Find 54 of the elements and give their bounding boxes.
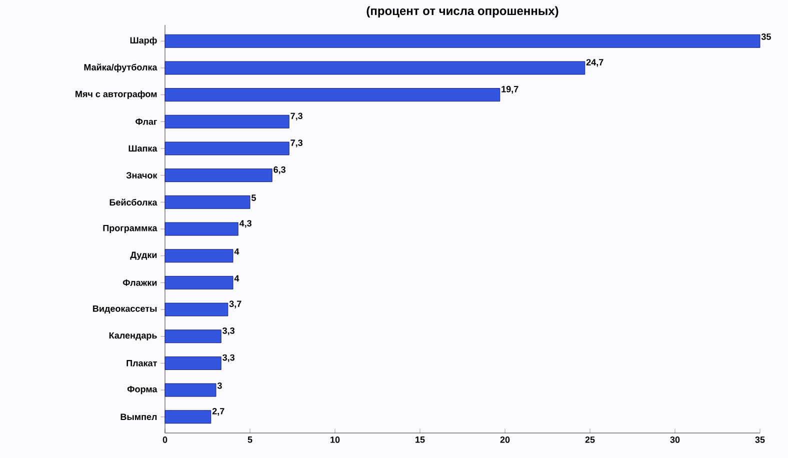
bar	[164, 34, 760, 48]
x-tick-label: 25	[585, 436, 595, 443]
chart-title: (процент от числа опрошенных)	[366, 6, 558, 18]
y-tick-label: Флаг	[136, 118, 157, 125]
data-label: 2,7	[212, 408, 224, 416]
x-tick-label: 15	[416, 436, 425, 443]
y-tick-label: Бейсболка	[110, 198, 158, 206]
data-label: 3	[217, 382, 222, 389]
y-tick-label: Дудки	[130, 252, 157, 260]
x-tick-label: 10	[330, 436, 340, 443]
data-label: 4	[234, 248, 240, 255]
bar	[164, 195, 250, 209]
data-label: 7,3	[290, 140, 302, 148]
data-label: 3,3	[222, 327, 234, 336]
x-tick-label: 20	[500, 436, 510, 443]
data-label: 4,3	[239, 220, 252, 228]
data-label: 7,3	[290, 112, 302, 120]
bar	[164, 222, 238, 236]
bar	[164, 383, 216, 397]
bar	[164, 330, 222, 344]
y-tick-label: Шарф	[130, 36, 157, 46]
y-tick-label: Плакат	[126, 360, 157, 366]
x-tick-label: 35	[755, 436, 765, 443]
y-tick-label: Майка/футболка	[84, 64, 158, 72]
x-tick-label: 0	[162, 436, 168, 443]
y-tick-label: Мяч с автографом	[76, 90, 157, 99]
y-tick-label: Видеокассеты	[93, 306, 157, 314]
bar	[164, 302, 228, 316]
bar	[164, 142, 290, 156]
y-tick-label: Вымпел	[120, 414, 157, 420]
bar	[164, 168, 272, 182]
data-label: 24,7	[586, 59, 604, 67]
data-label: 5	[251, 194, 256, 201]
data-label: 6,3	[274, 166, 286, 174]
data-label: 35	[761, 34, 771, 40]
data-label: 4	[234, 275, 240, 282]
x-tick-label: 5	[248, 436, 252, 443]
bar	[164, 276, 234, 290]
data-label: 3,3	[222, 354, 234, 362]
y-tick-label: Значок	[126, 172, 158, 179]
bar	[164, 114, 290, 128]
data-label: 3,7	[229, 300, 242, 308]
y-tick-label: Программка	[103, 224, 158, 234]
data-label: 19,7	[502, 86, 518, 94]
y-tick-label: Календарь	[109, 332, 157, 340]
bar	[164, 88, 500, 102]
bar	[164, 410, 212, 424]
y-tick-label: Флажки	[122, 280, 157, 286]
y-tick-label: Шапка	[128, 145, 158, 152]
bar	[164, 61, 586, 75]
bar	[164, 356, 222, 370]
x-tick-label: 30	[670, 436, 680, 443]
y-tick-label: Форма	[127, 386, 158, 394]
bar	[164, 249, 234, 263]
